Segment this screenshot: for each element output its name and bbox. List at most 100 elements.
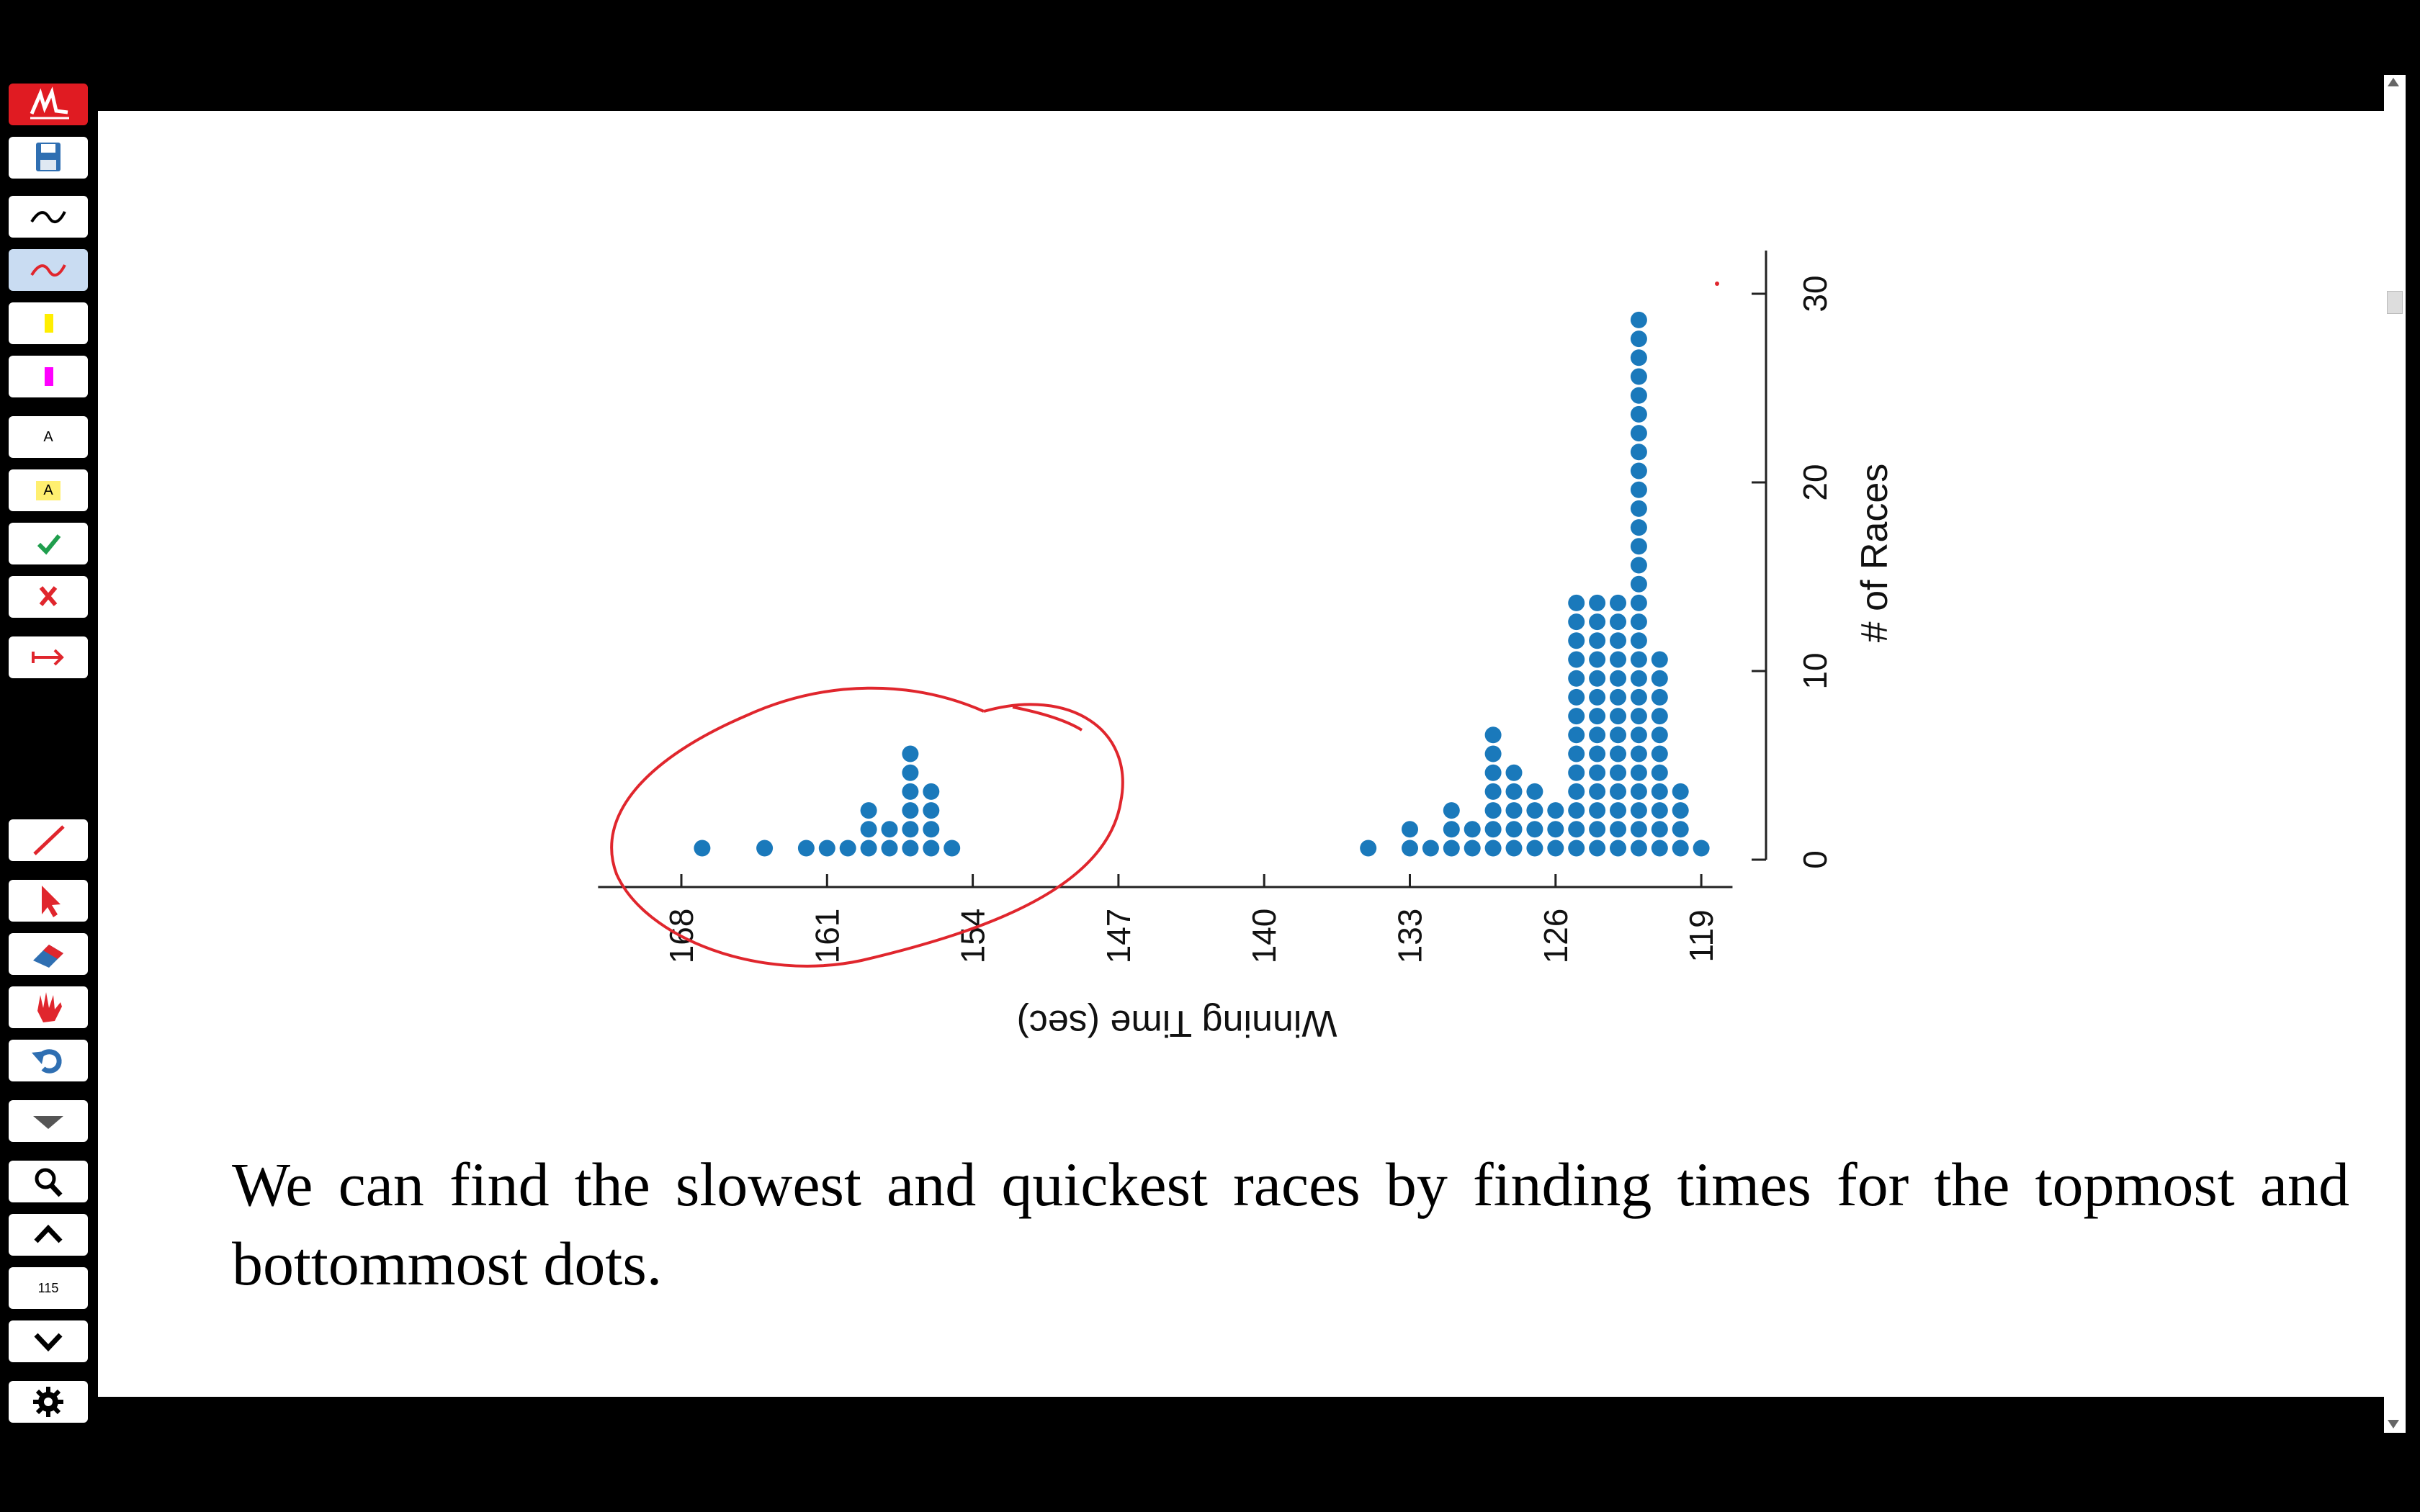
dot-157-1: [902, 840, 919, 857]
dot-125-4: [1568, 783, 1585, 800]
pen-red-button[interactable]: [9, 249, 88, 291]
arrow-right-icon: [32, 649, 64, 666]
vertical-scrollbar[interactable]: [2384, 75, 2406, 1433]
dot-125-12: [1568, 632, 1585, 649]
checkmark-button[interactable]: [9, 523, 88, 564]
magnifier-icon: [35, 1168, 63, 1197]
dot-128-1: [1505, 840, 1523, 857]
arrow-stamp-button[interactable]: [9, 636, 88, 678]
line-tool-button[interactable]: [9, 819, 88, 861]
dot-122-4: [1630, 783, 1647, 800]
undo-button[interactable]: [9, 1040, 88, 1081]
dot-131-3: [1443, 802, 1460, 819]
line-icon: [33, 825, 65, 855]
y-tick-label-0: 0: [1796, 850, 1834, 869]
dot-125-13: [1568, 613, 1585, 631]
dot-159-2: [860, 821, 877, 838]
scroll-thumb[interactable]: [2387, 291, 2403, 314]
dot-122-2: [1630, 821, 1647, 838]
scroll-up-arrow-icon[interactable]: [2388, 78, 2399, 86]
dot-121-11: [1651, 651, 1668, 668]
dot-157-4: [902, 783, 919, 800]
dot-123-6: [1610, 745, 1626, 762]
squiggle-black-icon: [30, 211, 66, 224]
dot-159-3: [860, 802, 877, 819]
dot-157-2: [902, 821, 919, 838]
annotation-layer: [610, 282, 1719, 968]
page-number-field[interactable]: 115: [9, 1267, 88, 1309]
dot-123-12: [1610, 632, 1626, 649]
dot-123-14: [1610, 594, 1626, 611]
cross-icon: [39, 586, 58, 606]
eraser-button[interactable]: [9, 933, 88, 975]
next-page-button[interactable]: [9, 1320, 88, 1362]
dot-123-9: [1610, 688, 1626, 706]
dot-125-11: [1568, 651, 1585, 668]
dot-124-12: [1589, 632, 1606, 649]
zoom-button[interactable]: [9, 1161, 88, 1202]
dot-122-19: [1630, 500, 1647, 517]
dot-123-3: [1610, 802, 1626, 819]
dot-124-13: [1589, 613, 1606, 631]
pointer-tool-button[interactable]: [9, 880, 88, 922]
dot-127-2: [1526, 821, 1543, 838]
dot-122-29: [1630, 311, 1647, 328]
dot-120-1: [1672, 840, 1689, 857]
chevron-up-icon: [34, 1224, 63, 1243]
hand-icon: [37, 992, 62, 1022]
scroll-down-arrow-icon[interactable]: [2388, 1420, 2399, 1428]
dot-132-1: [1422, 840, 1439, 857]
dropdown-button[interactable]: [9, 1100, 88, 1142]
highlighter-yellow-button[interactable]: [9, 302, 88, 344]
settings-button[interactable]: [9, 1381, 88, 1423]
dot-128-2: [1505, 821, 1523, 838]
dot-129-6: [1484, 745, 1502, 762]
dot-167-1: [694, 840, 711, 857]
dot-121-9: [1651, 688, 1668, 706]
pen-black-button[interactable]: [9, 196, 88, 238]
dot-123-2: [1610, 821, 1626, 838]
undo-icon: [32, 1049, 62, 1074]
dot-122-26: [1630, 368, 1647, 385]
dot-158-1: [881, 840, 898, 857]
dot-122-28: [1630, 330, 1647, 348]
dot-121-4: [1651, 783, 1668, 800]
dot-124-8: [1589, 708, 1606, 725]
dot-123-5: [1610, 764, 1626, 781]
dot-122-25: [1630, 387, 1647, 404]
y-tick-label-10: 10: [1796, 652, 1834, 689]
dot-122-5: [1630, 764, 1647, 781]
dot-129-5: [1484, 764, 1502, 781]
dot-133-2: [1402, 821, 1418, 838]
dot-123-11: [1610, 651, 1626, 668]
dot-125-5: [1568, 764, 1585, 781]
annotation-toolbar: A A 115: [7, 79, 94, 1433]
dot-122-23: [1630, 425, 1647, 442]
previous-page-button[interactable]: [9, 1214, 88, 1256]
dot-129-4: [1484, 783, 1502, 800]
x-tick-label-147: 147: [1100, 909, 1137, 964]
dot-124-4: [1589, 783, 1606, 800]
highlighter-magenta-button[interactable]: [9, 356, 88, 397]
text-highlight-button[interactable]: A: [9, 469, 88, 511]
dot-121-2: [1651, 821, 1668, 838]
dot-122-7: [1630, 726, 1647, 744]
cross-button[interactable]: [9, 576, 88, 618]
dot-120-3: [1672, 802, 1689, 819]
checkmark-icon: [37, 534, 61, 555]
dot-129-2: [1484, 821, 1502, 838]
dot-129-1: [1484, 840, 1502, 857]
y-tick-label-30: 30: [1796, 275, 1834, 312]
floppy-disk-icon: [36, 143, 60, 171]
highlighter-magenta-icon: [45, 367, 53, 386]
y-tick-label-20: 20: [1796, 464, 1834, 500]
save-button[interactable]: [9, 137, 88, 179]
dot-157-5: [902, 764, 919, 781]
dot-129-7: [1484, 726, 1502, 744]
pan-hand-button[interactable]: [9, 986, 88, 1028]
caret-down-icon: [33, 1116, 63, 1129]
dot-131-1: [1443, 840, 1460, 857]
pointer-arrow-icon: [42, 886, 60, 917]
text-tool-button[interactable]: A: [9, 416, 88, 458]
